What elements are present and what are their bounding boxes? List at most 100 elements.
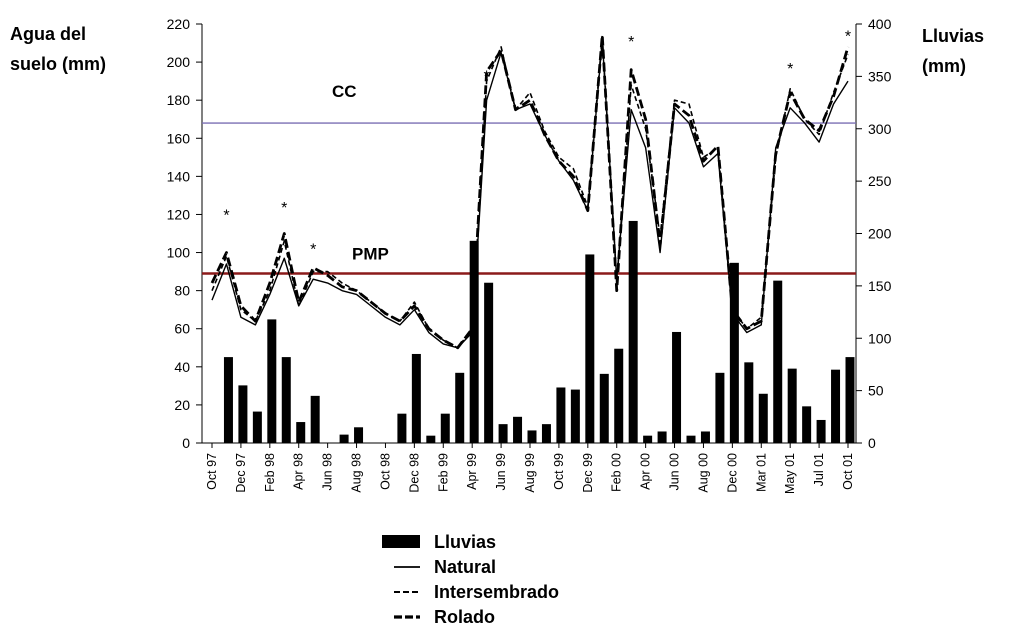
- legend-label-intersembrado: Intersembrado: [434, 582, 559, 602]
- lluvias-bar: [223, 357, 233, 443]
- y-right-tick-label: 100: [868, 330, 892, 346]
- lluvias-bar: [686, 435, 696, 443]
- legend: Lluvias Natural Intersembrado Rolado: [382, 532, 559, 627]
- significance-marker: *: [845, 28, 851, 45]
- legend-label-natural: Natural: [434, 557, 496, 577]
- significance-marker: *: [628, 34, 634, 51]
- x-tick-label: Jul 01: [812, 453, 826, 486]
- x-tick-label: Aug 98: [350, 453, 364, 493]
- legend-label-rolado: Rolado: [434, 607, 495, 627]
- x-tick-label: Oct 99: [552, 453, 566, 490]
- lluvias-bar: [527, 430, 537, 443]
- x-tick-label: Jun 99: [494, 453, 508, 491]
- lluvias-bar: [715, 372, 725, 443]
- y-left-title-line1: Agua del: [10, 24, 86, 44]
- lluvias-bar: [657, 431, 667, 443]
- y-right-tick-label: 50: [868, 383, 884, 399]
- lluvias-bar: [599, 373, 609, 443]
- x-tick-label: Aug 00: [696, 453, 710, 493]
- y-left-tick-label: 200: [167, 54, 191, 70]
- y-right-tick-label: 200: [868, 226, 892, 242]
- lluvias-bar: [455, 372, 465, 443]
- reference-label-cc: CC: [332, 82, 357, 101]
- lluvias-bar: [744, 362, 754, 443]
- significance-marker: *: [281, 200, 287, 217]
- lluvias-bar: [426, 435, 436, 443]
- lluvias-bar: [787, 368, 797, 443]
- lluvias-bar: [643, 435, 653, 443]
- y-left-tick-label: 120: [167, 206, 191, 222]
- x-tick-label: Oct 01: [841, 453, 855, 490]
- x-tick-label: Aug 99: [523, 453, 537, 493]
- y-left-tick-label: 220: [167, 16, 191, 32]
- lluvias-bar: [831, 369, 841, 443]
- y-left-tick-label: 140: [167, 168, 191, 184]
- lluvias-bar: [469, 240, 479, 443]
- lluvias-bar: [310, 395, 320, 443]
- y-left-tick-label: 60: [174, 321, 190, 337]
- y-left-tick-label: 180: [167, 92, 191, 108]
- y-left-tick-label: 0: [182, 435, 190, 451]
- reference-label-pmp: PMP: [352, 244, 389, 263]
- y-right-tick-label: 0: [868, 435, 876, 451]
- lluvias-bar: [585, 254, 595, 443]
- lluvias-bar: [339, 434, 349, 443]
- x-tick-label: Feb 98: [263, 453, 277, 492]
- series-line-intersembrado: [211, 34, 849, 349]
- y-left-tick-label: 80: [174, 283, 190, 299]
- x-tick-label: Mar 01: [754, 453, 768, 492]
- lluvias-bar: [296, 422, 306, 443]
- legend-swatch-lluvias: [382, 535, 420, 548]
- lluvias-bar: [614, 348, 624, 443]
- y-left-tick-label: 100: [167, 245, 191, 261]
- lluvias-bar: [541, 424, 551, 443]
- y-left-tick-label: 40: [174, 359, 190, 375]
- x-tick-label: Feb 99: [436, 453, 450, 492]
- lluvias-bar: [397, 413, 407, 443]
- significance-marker: *: [223, 207, 229, 224]
- lluvias-bar: [411, 353, 421, 443]
- lluvias-bar: [354, 427, 364, 443]
- lluvias-bar: [816, 419, 826, 443]
- lluvias-bar: [556, 387, 566, 443]
- significance-marker: *: [310, 242, 316, 259]
- lluvias-bar: [281, 357, 291, 443]
- lluvias-bar: [267, 319, 277, 443]
- series-line-natural: [211, 38, 849, 349]
- lluvias-bar: [773, 280, 783, 443]
- x-tick-label: Jun 00: [668, 453, 682, 491]
- x-tick-label: Dec 98: [407, 453, 421, 493]
- y-right-tick-label: 300: [868, 121, 892, 137]
- lluvias-bar: [845, 357, 855, 443]
- lluvias-bar: [802, 406, 812, 443]
- x-tick-label: Dec 00: [725, 453, 739, 493]
- lluvias-bar: [700, 431, 710, 443]
- y-left-title-line2: suelo (mm): [10, 54, 106, 74]
- x-tick-label: May 01: [783, 453, 797, 494]
- lluvias-bar: [498, 424, 508, 443]
- series-line-rolado: [210, 34, 850, 350]
- lluvias-bar: [570, 389, 580, 443]
- y-left-tick-label: 20: [174, 397, 190, 413]
- x-tick-label: Dec 97: [234, 453, 248, 493]
- lluvias-bar: [758, 393, 768, 443]
- significance-marker: *: [787, 61, 793, 78]
- y-left-tick-label: 160: [167, 130, 191, 146]
- x-tick-label: Apr 99: [465, 453, 479, 490]
- lluvias-bar: [628, 220, 638, 443]
- lluvias-bar: [440, 413, 450, 443]
- lluvias-bar: [252, 411, 262, 443]
- y-right-title-line1: Lluvias: [922, 26, 984, 46]
- x-tick-label: Oct 98: [378, 453, 392, 490]
- y-right-tick-label: 250: [868, 173, 892, 189]
- y-right-tick-label: 150: [868, 278, 892, 294]
- lluvias-bar: [238, 385, 248, 443]
- x-tick-label: Apr 00: [639, 453, 653, 490]
- y-right-title-line2: (mm): [922, 56, 966, 76]
- x-tick-label: Dec 99: [581, 453, 595, 493]
- significance-marker: *: [484, 68, 490, 85]
- y-right-tick-label: 350: [868, 68, 892, 84]
- x-tick-label: Oct 97: [205, 453, 219, 490]
- y-right-tick-label: 400: [868, 16, 892, 32]
